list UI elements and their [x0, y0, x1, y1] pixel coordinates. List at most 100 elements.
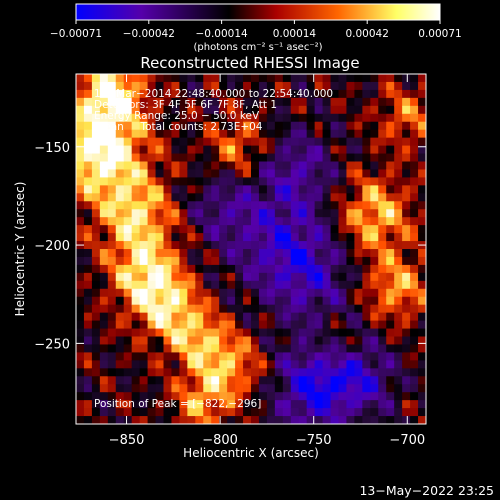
heatmap-cell [251, 241, 260, 250]
heatmap-cell [418, 177, 426, 186]
heatmap-cell [298, 241, 308, 250]
heatmap-cell [235, 352, 244, 361]
heatmap-cell [107, 177, 117, 186]
heatmap-cell [338, 384, 348, 393]
heatmap-cell [203, 304, 212, 314]
heatmap-cell [346, 177, 355, 186]
heatmap-cell [227, 328, 236, 338]
heatmap-cell [195, 376, 204, 385]
heatmap-cell [187, 336, 196, 346]
heatmap-cell [195, 336, 204, 346]
heatmap-cell [418, 416, 426, 424]
annotation-energy-range: Energy Range: 25.0 − 50.0 keV [94, 110, 260, 122]
heatmap-cell [171, 137, 180, 147]
heatmap-cell [346, 161, 355, 171]
heatmap-cell [362, 320, 371, 330]
heatmap-cell [219, 169, 228, 178]
heatmap-cell [155, 320, 165, 330]
heatmap-cell [251, 233, 260, 242]
heatmap-cell [402, 137, 411, 147]
heatmap-cell [123, 177, 133, 186]
heatmap-cell [107, 336, 117, 346]
heatmap-cell [235, 376, 244, 385]
heatmap-cell [139, 368, 149, 377]
heatmap-cell [378, 392, 387, 401]
heatmap-cell [163, 280, 173, 290]
heatmap-cell [306, 352, 316, 361]
heatmap-cell [147, 408, 157, 417]
heatmap-cell [362, 169, 371, 178]
heatmap-cell [76, 185, 85, 194]
heatmap-cell [251, 97, 260, 107]
heatmap-cell [298, 352, 308, 361]
heatmap-cell [386, 296, 395, 306]
heatmap-cell [131, 336, 141, 346]
heatmap-cell [163, 74, 173, 83]
heatmap-cell [314, 272, 324, 282]
heatmap-cell [171, 217, 180, 226]
heatmap-cell [410, 225, 419, 234]
heatmap-cell [99, 256, 109, 266]
heatmap-cell [227, 153, 236, 163]
heatmap-cell [282, 288, 292, 298]
heatmap-cell [314, 121, 324, 131]
heatmap-cell [243, 97, 252, 107]
heatmap-cell [258, 288, 268, 298]
heatmap-cell [354, 169, 363, 178]
heatmap-cell [322, 416, 332, 424]
heatmap-cell [338, 320, 348, 330]
heatmap-cell [386, 233, 395, 242]
heatmap-cell [290, 296, 300, 306]
heatmap-cell [378, 97, 387, 107]
heatmap-cell [251, 193, 260, 202]
heatmap-cell [394, 249, 403, 258]
heatmap-cell [115, 256, 125, 266]
heatmap-cell [322, 233, 332, 242]
heatmap-cell [139, 408, 149, 417]
heatmap-cell [418, 336, 426, 346]
heatmap-cell [258, 272, 268, 282]
heatmap-cell [211, 217, 220, 226]
heatmap-cell [203, 376, 212, 385]
heatmap-cell [155, 256, 165, 266]
heatmap-cell [418, 209, 426, 218]
heatmap-cell [362, 217, 371, 226]
heatmap-cell [378, 137, 387, 147]
heatmap-cell [123, 272, 133, 282]
heatmap-cell [219, 145, 228, 155]
heatmap-cell [330, 328, 340, 338]
heatmap-cell [298, 145, 308, 155]
heatmap-cell [274, 336, 284, 346]
heatmap-cell [314, 153, 324, 163]
heatmap-cell [171, 225, 180, 234]
heatmap-cell [330, 121, 340, 131]
heatmap-cell [266, 161, 276, 171]
heatmap-cell [195, 304, 204, 314]
heatmap-cell [203, 209, 212, 218]
heatmap-cell [298, 376, 308, 385]
heatmap-cell [314, 344, 324, 353]
heatmap-cell [187, 416, 196, 424]
heatmap-cell [195, 416, 204, 424]
heatmap-cell [306, 201, 316, 210]
heatmap-cell [251, 400, 260, 409]
heatmap-cell [251, 336, 260, 346]
heatmap-cell [386, 272, 395, 282]
heatmap-cell [378, 201, 387, 210]
heatmap-cell [402, 209, 411, 218]
heatmap-cell [378, 89, 387, 99]
heatmap-cell [274, 74, 284, 83]
heatmap-cell [227, 352, 236, 361]
heatmap-cell [171, 344, 180, 353]
heatmap-cell [386, 137, 395, 147]
heatmap-cell [139, 105, 149, 115]
heatmap-cell [76, 272, 85, 282]
heatmap-cell [290, 105, 300, 115]
heatmap-cell [147, 121, 157, 131]
heatmap-cell [338, 161, 348, 171]
heatmap-cell [211, 185, 220, 194]
heatmap-cell [362, 296, 371, 306]
heatmap-cell [179, 256, 188, 266]
heatmap-cell [123, 185, 133, 194]
heatmap-cell [99, 264, 109, 274]
